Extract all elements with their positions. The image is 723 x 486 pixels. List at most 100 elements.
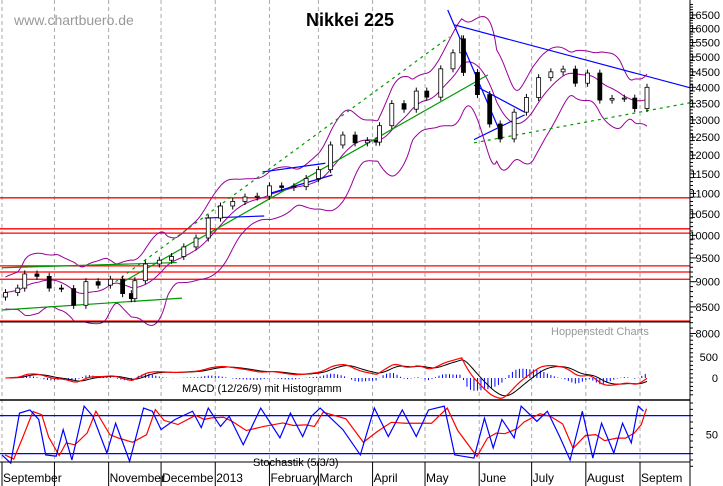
price-tick-label: 14500 bbox=[689, 67, 720, 79]
price-tick-label: 11500 bbox=[690, 169, 720, 181]
candle bbox=[524, 93, 529, 116]
price-tick-label: 12000 bbox=[689, 150, 720, 162]
month-label: Decembe bbox=[162, 471, 214, 485]
trendline bbox=[454, 24, 691, 89]
candle-body bbox=[132, 280, 138, 300]
candle-body bbox=[413, 90, 419, 110]
candle bbox=[132, 277, 138, 303]
candle bbox=[46, 272, 52, 292]
candle-body bbox=[59, 287, 64, 290]
candle-body bbox=[254, 195, 260, 198]
candle-body bbox=[242, 196, 248, 202]
candle bbox=[169, 253, 174, 264]
month-label: June bbox=[480, 471, 506, 485]
price-tick-label: 9500 bbox=[696, 253, 720, 265]
candle-body bbox=[597, 72, 603, 101]
candle bbox=[156, 256, 162, 268]
candle bbox=[254, 192, 260, 201]
candle bbox=[377, 122, 382, 146]
candle bbox=[461, 35, 466, 76]
candle-body bbox=[364, 140, 370, 144]
macd-tick-label: 0 bbox=[712, 373, 718, 385]
candle-body bbox=[401, 103, 407, 110]
candle bbox=[279, 182, 285, 191]
price-tick-label: 10500 bbox=[689, 209, 720, 221]
trendline bbox=[204, 215, 265, 219]
candle bbox=[401, 100, 407, 113]
price-tick-label: 10000 bbox=[689, 230, 720, 242]
candle-body bbox=[34, 273, 40, 277]
candle bbox=[218, 202, 223, 222]
candle-body bbox=[609, 98, 615, 101]
candle-body bbox=[511, 111, 517, 140]
candle bbox=[389, 100, 395, 130]
trendlines bbox=[1, 9, 691, 311]
candle bbox=[621, 94, 627, 102]
candle bbox=[585, 69, 590, 87]
candle bbox=[83, 278, 89, 309]
candle-body bbox=[218, 205, 223, 219]
candle bbox=[303, 174, 309, 191]
candle-body bbox=[230, 201, 236, 207]
macd-title: MACD (12/26/9) mit Histogramm bbox=[182, 383, 342, 395]
candle-body bbox=[156, 259, 162, 265]
candle bbox=[497, 120, 503, 143]
candle bbox=[3, 289, 8, 301]
price-tick-label: 16500 bbox=[689, 10, 720, 22]
candle-body bbox=[572, 68, 578, 84]
stochastic-title: Stochastik (5/3/3) bbox=[253, 457, 339, 469]
candle-body bbox=[560, 68, 566, 73]
candle-body bbox=[107, 278, 113, 286]
candle-body bbox=[450, 52, 456, 70]
candle-body bbox=[461, 38, 466, 73]
candle bbox=[95, 278, 101, 289]
candle bbox=[328, 141, 334, 174]
candle bbox=[193, 234, 199, 251]
price-tick-label: 13000 bbox=[689, 115, 720, 127]
month-label: November bbox=[110, 471, 165, 485]
candle bbox=[22, 270, 28, 292]
candle-body bbox=[120, 278, 126, 294]
candle-body bbox=[181, 246, 187, 257]
candle bbox=[352, 131, 358, 147]
candle bbox=[487, 91, 493, 128]
candle-body bbox=[340, 134, 346, 146]
candle bbox=[511, 108, 517, 143]
month-label: September bbox=[3, 471, 62, 485]
candle-body bbox=[497, 123, 503, 140]
trendline bbox=[262, 162, 326, 173]
trendline bbox=[118, 74, 489, 285]
candle-body bbox=[389, 103, 395, 127]
candle-body bbox=[205, 217, 211, 239]
candle-body bbox=[524, 97, 529, 113]
candle-body bbox=[328, 144, 334, 171]
candle bbox=[413, 87, 419, 113]
trendline bbox=[1, 261, 177, 269]
candle-body bbox=[548, 71, 554, 79]
candle bbox=[34, 270, 40, 280]
candle-body bbox=[621, 97, 627, 100]
macd-tick-label: 500 bbox=[700, 352, 718, 364]
candle-body bbox=[377, 125, 382, 143]
candle bbox=[450, 49, 456, 73]
candle-body bbox=[193, 237, 199, 248]
candle-body bbox=[291, 186, 297, 189]
candle-body bbox=[632, 97, 638, 109]
candle bbox=[267, 182, 272, 200]
chart-title: Nikkei 225 bbox=[306, 10, 394, 30]
support-resistance-lines bbox=[0, 197, 690, 322]
price-tick-label: 9000 bbox=[696, 277, 720, 289]
candle-body bbox=[71, 288, 77, 306]
price-tick-label: 15000 bbox=[689, 52, 720, 64]
candle bbox=[71, 285, 77, 309]
candle-body bbox=[142, 263, 148, 282]
candle bbox=[548, 68, 554, 82]
month-label: February bbox=[270, 471, 318, 485]
candles bbox=[3, 35, 650, 309]
candle-body bbox=[22, 273, 28, 289]
macd-panel bbox=[5, 357, 648, 399]
price-tick-label: 8000 bbox=[696, 329, 720, 341]
candle-body bbox=[487, 94, 493, 125]
